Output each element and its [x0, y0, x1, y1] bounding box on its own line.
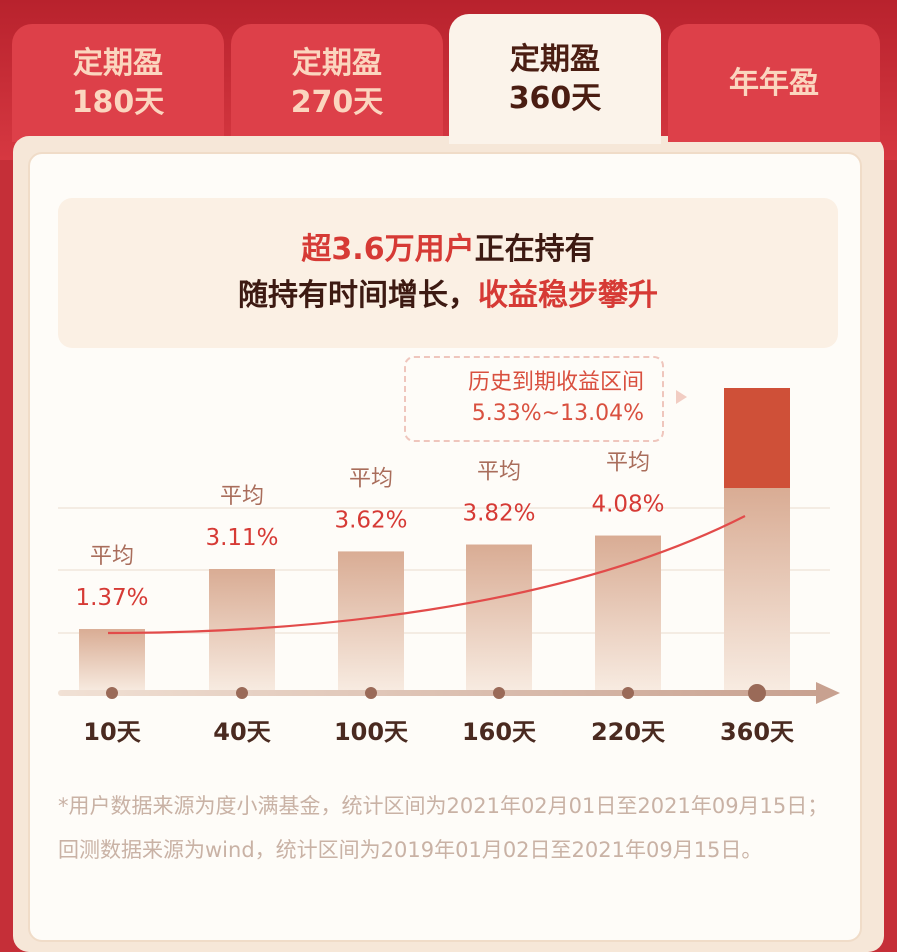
tab-nian-nian-ying-line1: 年年盈 — [729, 65, 819, 101]
bar-average-label: 平均 — [220, 484, 264, 509]
x-axis — [58, 690, 820, 696]
bar — [466, 544, 532, 693]
callout-range: 5.33%~13.04% — [471, 401, 644, 426]
tab-360-line1: 定期盈 — [510, 42, 600, 77]
tab-360[interactable]: 定期盈 360天 — [449, 14, 661, 144]
headline-line1: 超3.6万用户正在持有 — [301, 227, 594, 274]
bar-value-label: 1.37% — [75, 585, 148, 611]
headline-growth-text: 随持有时间增长， — [238, 278, 478, 313]
x-axis-arrow-icon — [816, 682, 840, 704]
x-tick-label: 40天 — [213, 718, 270, 746]
bar-average-label: 平均 — [606, 451, 650, 476]
tab-nian-nian-ying[interactable]: 年年盈 — [668, 24, 880, 142]
tab-180-line2: 180天 — [71, 85, 165, 120]
axis-dot — [622, 687, 634, 699]
bar-average-label: 平均 — [349, 466, 393, 491]
range-bar-high — [724, 388, 790, 488]
bar-average-label: 平均 — [477, 460, 521, 485]
x-tick-label: 160天 — [462, 718, 536, 746]
callout-label: 历史到期收益区间 — [467, 370, 644, 396]
bar-value-label: 3.62% — [334, 507, 407, 533]
axis-dot — [748, 684, 766, 702]
tab-270[interactable]: 定期盈 270天 — [231, 24, 443, 142]
axis-dot — [106, 687, 118, 699]
x-tick-label: 360天 — [720, 718, 794, 746]
x-tick-label: 100天 — [334, 718, 408, 746]
headline-box: 超3.6万用户正在持有 随持有时间增长，收益稳步攀升 — [58, 198, 838, 348]
bar-average-label: 平均 — [90, 544, 134, 569]
headline-yield-rise: 收益稳步攀升 — [478, 278, 658, 313]
headline-holding-text: 正在持有 — [474, 231, 595, 267]
x-tick-label: 220天 — [591, 718, 665, 746]
tab-180[interactable]: 定期盈 180天 — [12, 24, 224, 142]
x-tick-label: 10天 — [83, 718, 140, 746]
bar-value-label: 3.82% — [462, 501, 535, 527]
bar-value-label: 3.11% — [205, 525, 278, 551]
axis-dot — [236, 687, 248, 699]
yield-range-callout: 历史到期收益区间 5.33%~13.04% — [404, 356, 664, 442]
axis-dot — [365, 687, 377, 699]
tab-360-line2: 360天 — [508, 81, 602, 116]
bar — [79, 629, 145, 693]
bar — [595, 535, 661, 693]
bar-value-label: 4.08% — [591, 492, 664, 518]
callout-pointer-icon — [676, 390, 687, 404]
bar — [338, 551, 404, 693]
tab-270-line2: 270天 — [290, 85, 384, 120]
trend-line — [107, 515, 746, 635]
headline-line2: 随持有时间增长，收益稳步攀升 — [238, 273, 658, 320]
tab-270-line1: 定期盈 — [292, 46, 382, 81]
range-bar-low — [724, 488, 790, 693]
headline-user-count: 超3.6万用户 — [301, 231, 475, 267]
axis-dot — [493, 687, 505, 699]
tab-180-line1: 定期盈 — [73, 46, 163, 81]
data-source-footnote: *用户数据来源为度小满基金，统计区间为2021年02月01日至2021年09月1… — [58, 794, 829, 862]
